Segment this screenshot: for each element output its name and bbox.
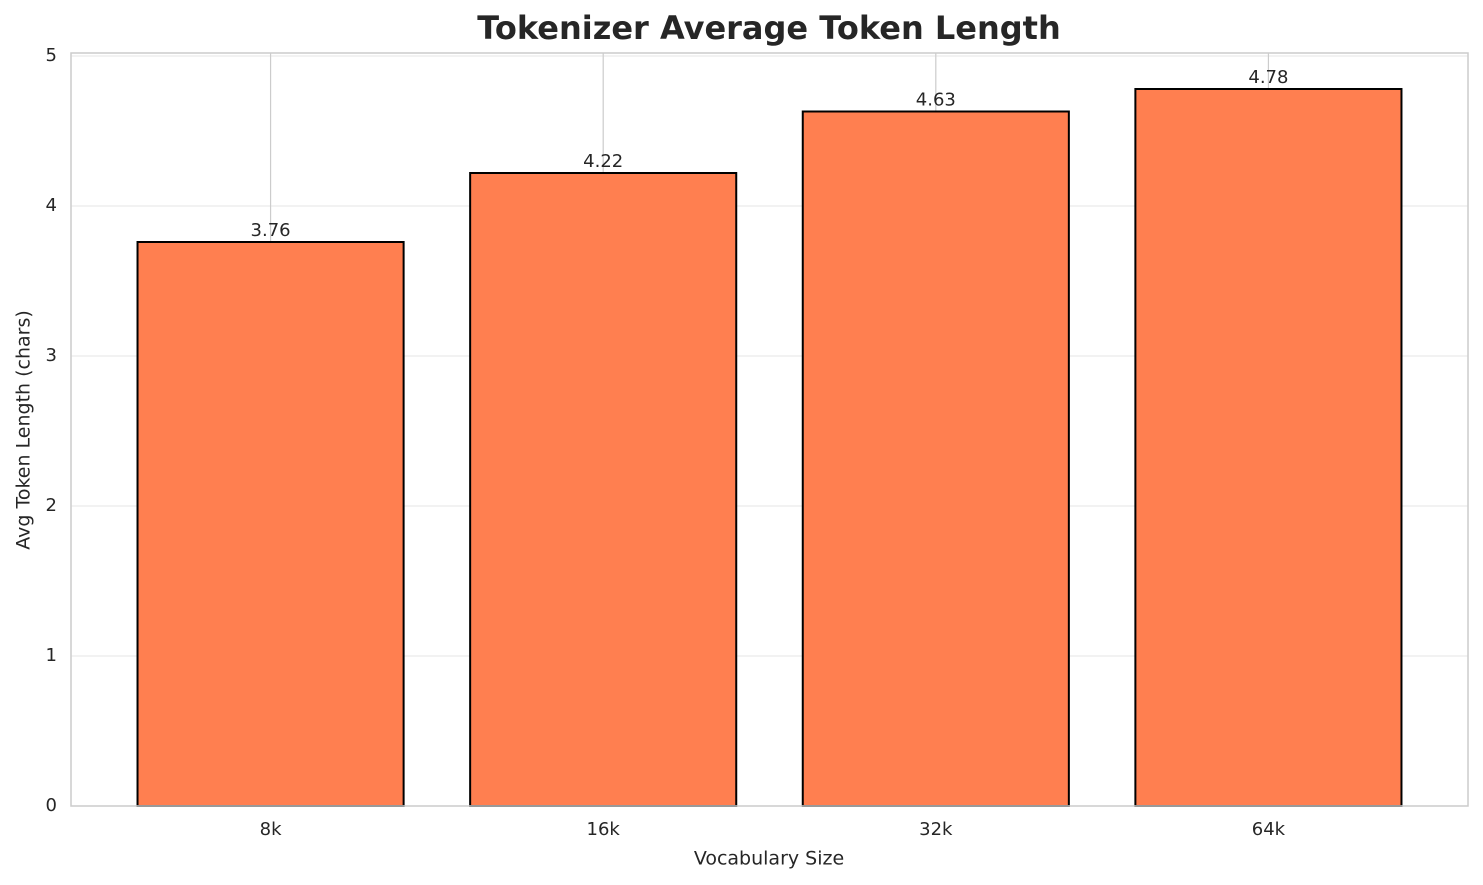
data-label: 3.76: [251, 220, 291, 241]
y-axis-label: Avg Token Length (chars): [13, 310, 35, 550]
y-tick-label: 5: [46, 45, 57, 66]
x-tick-label: 32k: [919, 819, 953, 840]
data-label: 4.78: [1248, 67, 1288, 88]
bar: [136, 241, 405, 807]
bar: [469, 172, 738, 807]
y-tick-label: 4: [46, 195, 57, 216]
x-tick-label: 16k: [587, 819, 621, 840]
y-tick-label: 0: [46, 795, 57, 816]
y-tick-label: 3: [46, 345, 57, 366]
x-tick-label: 8k: [260, 819, 282, 840]
x-axis-label: Vocabulary Size: [694, 848, 844, 870]
chart-title: Tokenizer Average Token Length: [477, 9, 1060, 47]
y-tick-label: 1: [46, 645, 57, 666]
bar: [801, 110, 1070, 807]
bar: [1134, 88, 1403, 807]
x-tick-label: 64k: [1252, 819, 1286, 840]
y-tick-label: 2: [46, 495, 57, 516]
data-label: 4.63: [916, 90, 956, 111]
plot-frame: [70, 52, 1469, 807]
data-label: 4.22: [583, 151, 623, 172]
